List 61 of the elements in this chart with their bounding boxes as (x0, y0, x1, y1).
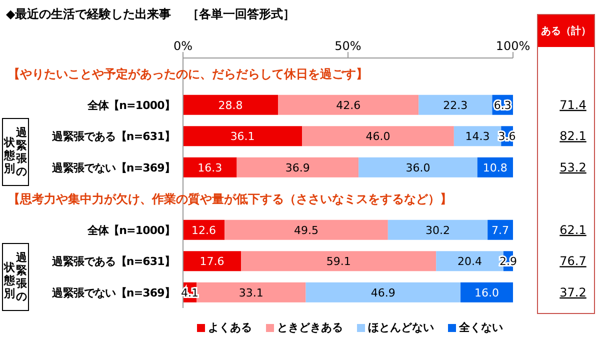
data-label: 42.6 (336, 98, 361, 112)
data-label: 36.0 (406, 161, 430, 174)
y-tick-label: 全体【n=1000】 (86, 98, 175, 112)
bar (241, 251, 436, 272)
y-tick-label: 過緊張である【n=631】 (51, 255, 175, 268)
data-label: 36.1 (230, 130, 255, 144)
data-label: 59.1 (326, 255, 351, 268)
data-label: 46.9 (370, 286, 396, 300)
y-tick-label: 過緊張である【n=631】 (51, 130, 175, 144)
legend-label: ほとんどない (367, 320, 434, 335)
data-label: 14.3 (465, 130, 490, 144)
text: 62.1 (560, 222, 586, 237)
data-label: 10.8 (482, 161, 508, 174)
text: 37.2 (560, 285, 586, 300)
bar (183, 251, 242, 272)
text: 76.7 (560, 254, 586, 268)
bar (236, 157, 359, 178)
data-label: 49.5 (294, 224, 319, 237)
bar (196, 282, 306, 302)
legend-label: ときどきある (276, 320, 343, 335)
bar (460, 282, 513, 302)
x-tick-label: 50% (334, 39, 362, 53)
data-label: 12.6 (192, 224, 216, 237)
text: 82.1 (560, 129, 586, 144)
bar (358, 157, 478, 178)
chart-title: ◆最近の生活で経験した出来事 (6, 7, 172, 21)
data-label: 17.6 (200, 255, 224, 268)
bar (183, 94, 278, 115)
bar (488, 220, 513, 240)
data-label: 33.1 (238, 286, 264, 300)
bar (302, 126, 454, 146)
data-label: 6.3 (494, 98, 512, 112)
bar (183, 126, 302, 146)
legend-label: 全くない (458, 320, 503, 335)
bar (388, 220, 488, 240)
bar (278, 94, 419, 115)
x-tick-label: 100% (496, 39, 530, 53)
x-tick-label: 0% (173, 39, 193, 53)
data-label: 30.2 (426, 224, 450, 237)
data-label: 16.3 (198, 161, 222, 174)
bar (306, 282, 461, 302)
y-tick-label: 過緊張でない【n=369】 (51, 286, 175, 300)
text: 53.2 (560, 160, 586, 174)
data-label: 22.3 (443, 98, 468, 112)
text: ある（計） (538, 15, 594, 47)
data-label: 28.8 (218, 98, 243, 112)
annotation: 【やりたいことや予定があったのに、だらだらして休日を過ごす】 (8, 66, 368, 83)
chart-subtitle: ［各単一回答形式］ (187, 7, 296, 21)
bar (418, 94, 492, 115)
annotation: 【思考力や集中力が欠け、作業の質や量が低下する（ささいなミスをするなど）】 (8, 190, 452, 208)
bar (224, 220, 388, 240)
y-tick-label: 全体【n=1000】 (86, 224, 175, 237)
data-label: 46.0 (366, 130, 390, 144)
data-label: 7.7 (492, 224, 510, 237)
text: 71.4 (560, 98, 586, 112)
data-label: 20.4 (458, 255, 482, 268)
y-tick-label: 過緊張でない【n=369】 (51, 161, 175, 174)
data-label: 36.9 (285, 161, 310, 174)
data-label: 16.0 (474, 286, 500, 300)
legend-label: よくある (207, 320, 252, 335)
bar (183, 157, 237, 178)
